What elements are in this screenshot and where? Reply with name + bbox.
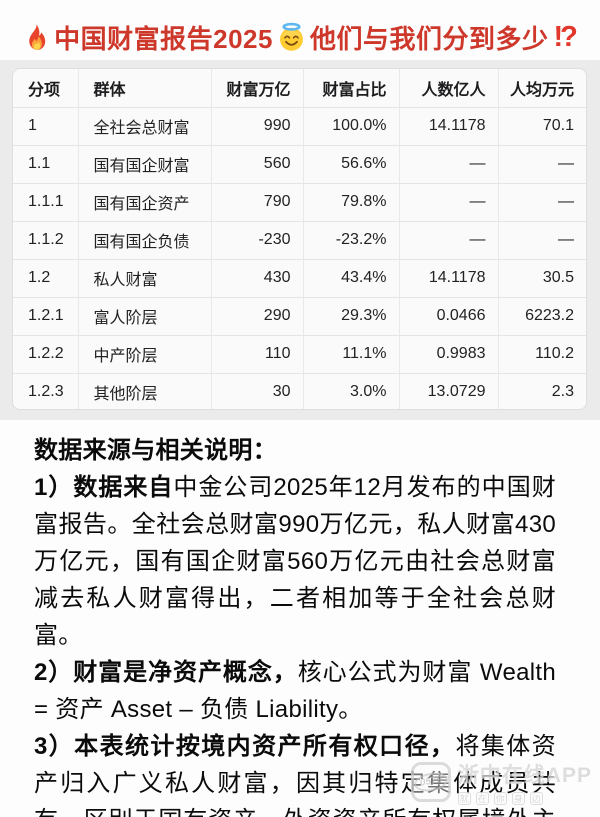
slogan-char: 边 — [529, 792, 543, 805]
title-text-1: 中国财富报告2025 — [54, 23, 273, 54]
table-cell: 290 — [211, 297, 304, 336]
note-item-1: 1）数据来自中金公司2025年12月发布的中国财富报告。全社会总财富990万亿元… — [34, 469, 556, 654]
table-cell: 110.2 — [498, 335, 586, 374]
table-cell: 6223.2 — [498, 297, 586, 336]
table-cell: 1 — [13, 107, 79, 146]
table-cell: -23.2% — [303, 221, 400, 260]
notes-section: 数据来源与相关说明： 1）数据来自中金公司2025年12月发布的中国财富报告。全… — [0, 420, 600, 817]
table-cell: 560 — [211, 145, 304, 184]
table-cell: 14.1178 — [399, 107, 499, 146]
column-header: 财富占比 — [303, 69, 400, 108]
note-1-bold: 1）数据来自 — [34, 474, 174, 501]
table-row: 1 全社会总财富 990 100.0% 14.1178 70.1 — [13, 107, 586, 146]
table-row: 1.1.1 国有国企资产 790 79.8% — — — [13, 183, 586, 222]
table-cell: 中产阶层 — [78, 335, 212, 374]
table-cell: -230 — [211, 221, 304, 260]
title-text-2: 他们与我们分到多少 — [309, 23, 549, 54]
table-cell: 全社会总财富 — [78, 107, 212, 146]
fire-icon — [22, 23, 51, 52]
table-cell: 30.5 — [498, 259, 586, 298]
table-cell: 0.9983 — [399, 335, 499, 374]
slogan-char: 身 — [511, 792, 525, 805]
table-cell: 国有国企资产 — [78, 183, 212, 222]
table-cell: 1.2.2 — [13, 335, 79, 374]
table-cell: 13.0729 — [399, 373, 499, 409]
table-cell: 国有国企财富 — [78, 145, 212, 184]
watermark-app-name: 浙中在线APP — [457, 764, 592, 787]
table-cell: 0.0466 — [399, 297, 499, 336]
watermark-area-code: 0579 — [412, 770, 450, 794]
note-3-bold: 3）本表统计按境内资产所有权口径， — [34, 733, 456, 760]
table-cell: 1.2 — [13, 259, 79, 298]
table-row: 1.2.2 中产阶层 110 11.1% 0.9983 110.2 — [13, 335, 586, 374]
table-cell: 私人财富 — [78, 259, 212, 298]
note-item-2: 2）财富是净资产概念，核心公式为财富 Wealth = 资产 Asset – 负… — [34, 654, 556, 728]
page-title: 中国财富报告2025 他们与我们分到多少 !? — [0, 0, 600, 60]
interrobang-icon: !? — [553, 20, 577, 53]
slogan-char: 在 — [475, 792, 489, 805]
wealth-table: 分项 群体 财富万亿 财富占比 人数亿人 人均万元 1 全社会总财富 990 100.0% 14.… — [13, 69, 586, 409]
column-header: 人均万元 — [498, 69, 586, 108]
table-cell: — — [498, 221, 586, 260]
table-cell: 3.0% — [303, 373, 400, 409]
table-cell: 70.1 — [498, 107, 586, 146]
table-cell: 790 — [211, 183, 304, 222]
notes-heading: 数据来源与相关说明： — [34, 437, 277, 464]
table-row: 1.1 国有国企财富 560 56.6% — — — [13, 145, 586, 184]
table-cell: 110 — [211, 335, 304, 374]
table-cell: 其他阶层 — [78, 373, 212, 409]
note-2-text: 核心公式为财富 Wealth = 资产 Asset – 负债 Liability… — [34, 659, 556, 723]
watermark-slogan: 就 在 你 身 边 — [457, 792, 592, 805]
table-cell: 430 — [211, 259, 304, 298]
table-section: 分项 群体 财富万亿 财富占比 人数亿人 人均万元 1 全社会总财富 990 100.0% 14.… — [0, 60, 600, 420]
slogan-char: 就 — [457, 792, 471, 805]
table-row: 1.2.1 富人阶层 290 29.3% 0.0466 6223.2 — [13, 297, 586, 336]
table-cell: 990 — [211, 107, 304, 146]
table-cell: 79.8% — [303, 183, 400, 222]
table-row: 1.2 私人财富 430 43.4% 14.1178 30.5 — [13, 259, 586, 298]
table-cell: 56.6% — [303, 145, 400, 184]
column-header: 分项 — [13, 69, 79, 108]
wealth-table-card: 分项 群体 财富万亿 财富占比 人数亿人 人均万元 1 全社会总财富 990 100.0% 14.… — [12, 68, 587, 410]
table-cell: 1.1 — [13, 145, 79, 184]
table-cell: 14.1178 — [399, 259, 499, 298]
table-cell: 1.2.1 — [13, 297, 79, 336]
table-cell: 100.0% — [303, 107, 400, 146]
slogan-char: 你 — [493, 792, 507, 805]
table-cell: 富人阶层 — [78, 297, 212, 336]
table-cell: 1.1.2 — [13, 221, 79, 260]
note-2-bold: 2）财富是净资产概念， — [34, 659, 298, 686]
watermark: 0579 浙中在线APP 就 在 你 身 边 — [410, 759, 592, 805]
column-header: 群体 — [78, 69, 212, 108]
column-header: 人数亿人 — [399, 69, 499, 108]
table-cell: — — [399, 145, 499, 184]
table-header-row: 分项 群体 财富万亿 财富占比 人数亿人 人均万元 — [13, 69, 586, 108]
table-cell: 11.1% — [303, 335, 400, 374]
table-row: 1.1.2 国有国企负债 -230 -23.2% — — — [13, 221, 586, 260]
table-cell: 29.3% — [303, 297, 400, 336]
table-cell: — — [399, 221, 499, 260]
note-item-3: 3）本表统计按境内资产所有权口径，将集体资产归入广义私人财富，因其归特定集体成员… — [34, 728, 556, 817]
table-cell: 30 — [211, 373, 304, 409]
table-cell: 43.4% — [303, 259, 400, 298]
table-cell: 1.1.1 — [13, 183, 79, 222]
table-cell: — — [498, 145, 586, 184]
table-cell: — — [399, 183, 499, 222]
watermark-badge-icon: 0579 — [410, 762, 451, 802]
angel-smiley-icon — [276, 22, 307, 52]
table-row: 1.2.3 其他阶层 30 3.0% 13.0729 2.3 — [13, 373, 586, 409]
table-cell: 1.2.3 — [13, 373, 79, 409]
table-cell: — — [498, 183, 586, 222]
table-cell: 2.3 — [551, 383, 574, 401]
note-1-text: 中金公司2025年12月发布的中国财富报告。全社会总财富990万亿元，私人财富4… — [34, 474, 556, 649]
watermark-text: 浙中在线APP 就 在 你 身 边 — [457, 759, 592, 805]
table-cell: 国有国企负债 — [78, 221, 212, 260]
column-header: 财富万亿 — [211, 69, 304, 108]
